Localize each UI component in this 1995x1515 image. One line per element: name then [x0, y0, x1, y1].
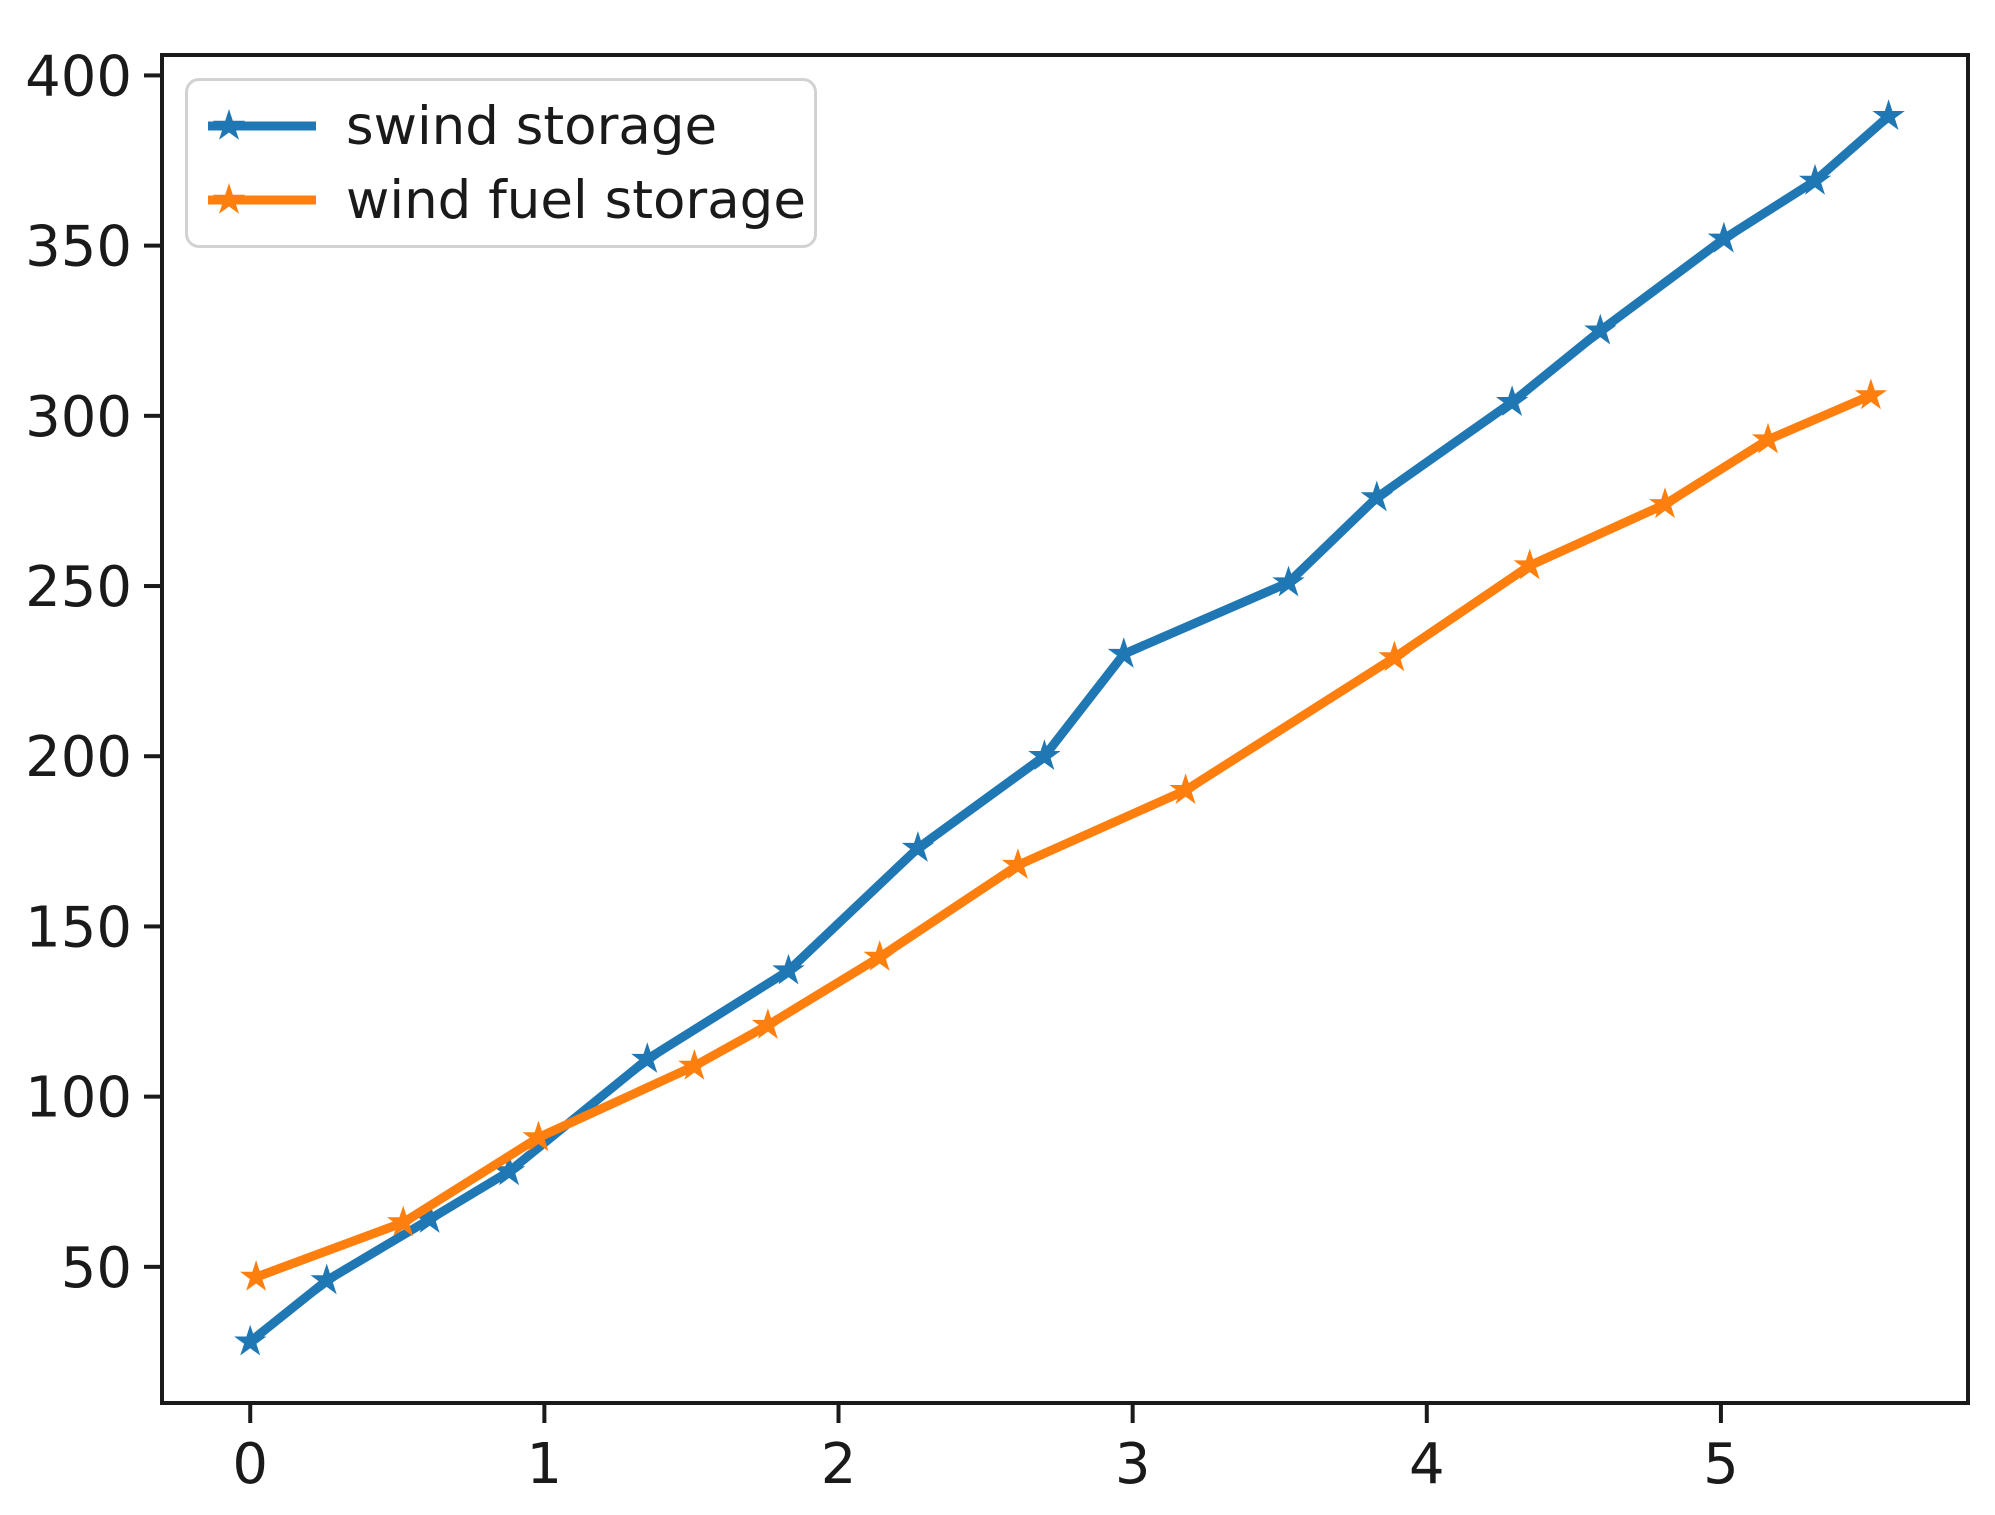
data-point-star-0: [1107, 637, 1140, 668]
x-tick-label: 3: [1115, 1432, 1151, 1497]
data-point-star-1: [522, 1120, 555, 1152]
y-tick-label: 200: [25, 725, 132, 790]
data-point-star-1: [1648, 487, 1682, 519]
legend-line-star-sample-blue: [208, 109, 316, 140]
data-point-star-0: [1584, 313, 1617, 345]
data-point-star-1: [1169, 773, 1202, 804]
y-tick-label: 50: [61, 1236, 132, 1301]
data-point-star-1: [863, 940, 896, 971]
x-tick-label: 4: [1409, 1432, 1445, 1497]
legend-item-wind-fuel-storage: wind fuel storage: [206, 165, 806, 235]
data-point-star-0: [1028, 739, 1061, 770]
data-point-star-0: [1872, 99, 1905, 130]
y-tick-label: 300: [25, 385, 132, 450]
y-tick-label: 250: [25, 555, 132, 620]
y-tick-label: 100: [25, 1066, 132, 1131]
x-tick-label: 1: [527, 1432, 563, 1497]
data-point-star-0: [1707, 221, 1740, 253]
axes-box: [160, 53, 1970, 1405]
data-point-star-1: [751, 1008, 785, 1039]
series-line-1: [251, 390, 1876, 1282]
data-point-star-1: [1751, 422, 1785, 454]
data-point-star-1: [240, 1260, 273, 1291]
x-tick-label: 2: [821, 1432, 857, 1497]
x-tick-label: 0: [232, 1432, 268, 1497]
data-point-star-1: [1001, 848, 1035, 879]
data-point-star-0: [901, 831, 935, 862]
data-point-star-0: [234, 1324, 267, 1356]
data-point-star-0: [492, 1154, 526, 1186]
legend-label: swind storage: [346, 95, 718, 157]
data-point-star-0: [413, 1202, 446, 1233]
data-point-star-1: [678, 1049, 711, 1080]
legend: swind storage wind fuel storage: [185, 78, 817, 248]
data-point-star-0: [1360, 480, 1393, 512]
series-line-0: [245, 111, 1894, 1347]
data-point-star-0: [1272, 565, 1305, 597]
data-point-star-0: [631, 1042, 664, 1073]
data-point-star-0: [1495, 385, 1529, 416]
data-point-star-0: [1798, 163, 1832, 195]
y-tick-label: 400: [25, 44, 132, 109]
y-tick-label: 350: [25, 215, 132, 280]
legend-item-swind-storage: swind storage: [206, 91, 800, 161]
data-point-star-1: [1854, 378, 1888, 410]
data-point-star-1: [387, 1205, 420, 1237]
data-point-star-1: [1378, 640, 1411, 672]
legend-label: wind fuel storage: [346, 169, 806, 231]
data-point-star-1: [1513, 548, 1546, 580]
data-point-star-0: [772, 953, 805, 985]
y-tick-label: 150: [25, 895, 132, 960]
legend-line-star-sample-orange: [208, 183, 316, 214]
data-point-star-0: [310, 1263, 343, 1295]
x-tick-label: 5: [1703, 1432, 1739, 1497]
